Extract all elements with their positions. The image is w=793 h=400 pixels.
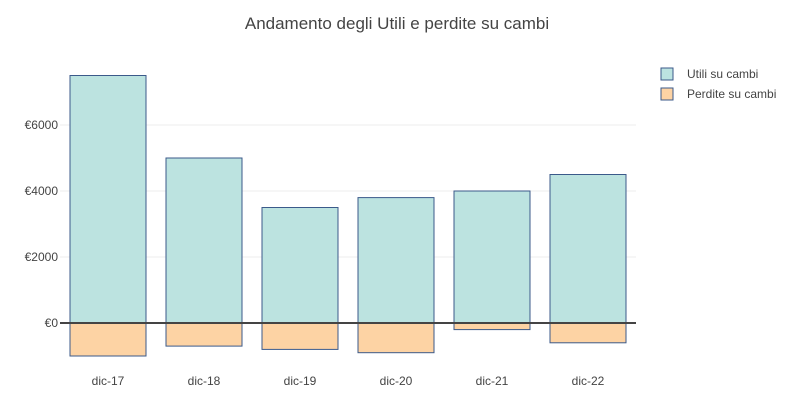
legend[interactable]: Utili su cambi Perdite su cambi	[660, 67, 776, 101]
grid-lines	[60, 124, 636, 258]
x-tick-label: dic-20	[380, 374, 413, 388]
bar-perdite-dic-22[interactable]	[549, 322, 627, 344]
x-tick-label: dic-21	[476, 374, 509, 388]
bar-utili-dic-21[interactable]	[453, 190, 531, 324]
chart-title: Andamento degli Utili e perdite su cambi	[245, 14, 549, 33]
x-tick-label: dic-18	[188, 374, 221, 388]
bar-utili-dic-19[interactable]	[261, 207, 339, 324]
bar-perdite-dic-20[interactable]	[357, 322, 435, 354]
x-tick-label: dic-19	[284, 374, 317, 388]
axes: €0 €2000 €4000 €6000 dic-17 dic-18 dic-19 dic-2…	[25, 118, 636, 388]
bar-perdite-dic-18[interactable]	[165, 322, 243, 347]
bar-utili-dic-17[interactable]	[69, 75, 147, 324]
bar-perdite-dic-19[interactable]	[261, 322, 339, 350]
y-tick-label: €6000	[25, 118, 59, 132]
x-tick-label: dic-22	[572, 374, 605, 388]
y-tick-label: €4000	[25, 184, 59, 198]
bar-utili-dic-20[interactable]	[357, 197, 435, 324]
bar-utili-dic-22[interactable]	[549, 174, 627, 324]
bar-perdite-dic-17[interactable]	[69, 322, 147, 357]
legend-label[interactable]: Utili su cambi	[687, 67, 758, 81]
bars	[69, 75, 627, 357]
legend-swatch[interactable]	[660, 87, 674, 101]
y-tick-label: €0	[45, 316, 59, 330]
y-tick-label: €2000	[25, 250, 59, 264]
x-tick-label: dic-17	[92, 374, 125, 388]
bar-utili-dic-18[interactable]	[165, 157, 243, 324]
legend-swatch[interactable]	[660, 67, 674, 81]
legend-label[interactable]: Perdite su cambi	[687, 87, 776, 101]
